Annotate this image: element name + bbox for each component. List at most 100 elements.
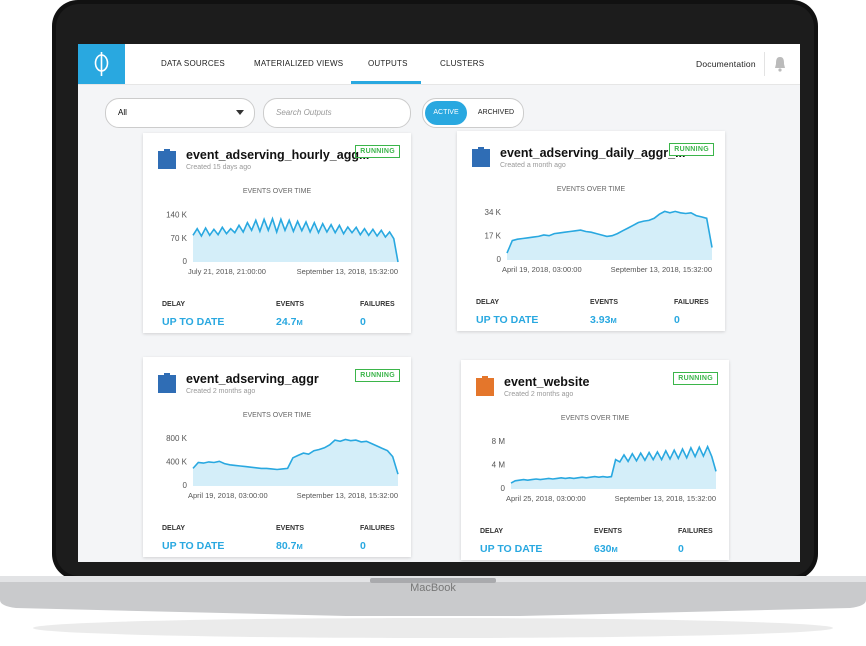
chart: 800 K 400 K 0 <box>166 434 399 489</box>
source-icon <box>472 147 490 167</box>
stat-label: FAILURES <box>678 528 713 535</box>
y-tick-label: 0 <box>183 481 188 489</box>
delay-value: UP TO DATE <box>162 316 225 328</box>
toggle-archived[interactable]: ARCHIVED <box>477 109 515 116</box>
chart: 34 K 17 K 0 <box>485 208 713 263</box>
stat-label: DELAY <box>162 525 186 532</box>
documentation-link[interactable]: Documentation <box>696 59 756 69</box>
bell-icon[interactable] <box>774 56 786 72</box>
area <box>193 439 398 486</box>
chart-title: EVENTS OVER TIME <box>242 412 312 419</box>
failures-value: 0 <box>678 543 684 555</box>
line <box>506 210 713 254</box>
icon-part <box>484 149 490 167</box>
icon-part <box>170 151 176 169</box>
icon-part <box>482 376 488 396</box>
failures-value: 0 <box>360 540 366 552</box>
output-name: event_adserving_daily_aggr_... <box>500 146 686 160</box>
source-icon <box>476 376 494 396</box>
y-tick-label: 0 <box>501 484 506 492</box>
x-end-label: September 13, 2018, 15:32:00 <box>610 265 712 274</box>
chart-title: EVENTS OVER TIME <box>556 186 626 193</box>
events-unit: M <box>610 316 617 325</box>
stat-label: FAILURES <box>674 299 709 306</box>
output-card: event_adserving_hourly_agg... Created 15 … <box>143 133 411 333</box>
chart-title: EVENTS OVER TIME <box>560 415 630 422</box>
chart: 140 K 70 K 0 <box>166 210 399 265</box>
created-date: Created 2 months ago <box>186 388 256 395</box>
events-value: 80.7M <box>276 540 303 552</box>
output-name: event_adserving_aggr <box>186 372 319 386</box>
select-value: All <box>118 108 127 117</box>
events-value: 3.93M <box>590 314 617 326</box>
logo[interactable] <box>78 44 125 84</box>
stat-label: EVENTS <box>594 528 623 535</box>
area <box>507 211 712 260</box>
y-tick-label: 400 K <box>166 458 188 467</box>
status-toggle: ACTIVE ARCHIVED <box>422 98 524 128</box>
y-tick-label: 0 <box>497 255 502 263</box>
failures-value: 0 <box>674 314 680 326</box>
events-number: 630 <box>594 543 612 555</box>
x-end-label: September 13, 2018, 15:32:00 <box>296 491 398 500</box>
output-name: event_website <box>504 375 590 389</box>
nav-item[interactable]: DATA SOURCES <box>161 59 225 68</box>
status-badge: RUNNING <box>355 369 400 382</box>
x-start-label: April 25, 2018, 03:00:00 <box>506 494 586 503</box>
divider <box>764 52 765 76</box>
created-date: Created a month ago <box>500 162 566 169</box>
stat-label: EVENTS <box>276 301 305 308</box>
y-tick-label: 4 M <box>492 461 506 470</box>
nav-bar: DATA SOURCES MATERIALIZED VIEWS OUTPUTS … <box>78 44 800 85</box>
search-input[interactable]: Search Outputs <box>263 98 411 128</box>
line <box>510 444 717 484</box>
icon-part <box>164 149 170 169</box>
events-unit: M <box>296 318 303 327</box>
created-date: Created 15 days ago <box>186 164 251 171</box>
events-number: 24.7 <box>276 316 297 328</box>
y-tick-label: 70 K <box>171 234 188 243</box>
stat-label: DELAY <box>480 528 504 535</box>
toggle-active[interactable]: ACTIVE <box>425 101 467 125</box>
created-date: Created 2 months ago <box>504 391 574 398</box>
status-badge: RUNNING <box>669 143 714 156</box>
stat-label: FAILURES <box>360 301 395 308</box>
status-badge: RUNNING <box>355 145 400 158</box>
icon-part <box>170 375 176 393</box>
icon-part <box>476 378 482 396</box>
y-tick-label: 34 K <box>485 208 502 217</box>
events-value: 630M <box>594 543 618 555</box>
output-card: event_adserving_aggr Created 2 months ago… <box>143 357 411 557</box>
delay-value: UP TO DATE <box>162 540 225 552</box>
icon-part <box>472 149 478 167</box>
line <box>192 216 399 263</box>
x-start-label: April 19, 2018, 03:00:00 <box>188 491 268 500</box>
nav-item[interactable]: CLUSTERS <box>440 59 485 68</box>
search-placeholder: Search Outputs <box>276 108 332 117</box>
events-value: 24.7M <box>276 316 303 328</box>
failures-value: 0 <box>360 316 366 328</box>
icon-part <box>164 373 170 393</box>
stat-label: EVENTS <box>590 299 619 306</box>
stat-label: DELAY <box>162 301 186 308</box>
nav-item[interactable]: OUTPUTS <box>368 59 408 68</box>
icon-part <box>158 151 164 169</box>
x-end-label: September 13, 2018, 15:32:00 <box>614 494 716 503</box>
delay-value: UP TO DATE <box>480 543 543 555</box>
events-number: 80.7 <box>276 540 297 552</box>
x-start-label: April 19, 2018, 03:00:00 <box>502 265 582 274</box>
select[interactable]: All <box>105 98 255 128</box>
y-tick-label: 140 K <box>166 210 188 219</box>
device-label: MacBook <box>410 582 456 594</box>
stat-label: EVENTS <box>276 525 305 532</box>
y-tick-label: 17 K <box>485 231 502 240</box>
chart: 8 M 4 M 0 <box>492 437 717 492</box>
nav-item[interactable]: MATERIALIZED VIEWS <box>254 59 344 68</box>
active-underline <box>351 81 421 84</box>
y-tick-label: 8 M <box>492 437 506 446</box>
output-name: event_adserving_hourly_agg... <box>186 148 370 162</box>
output-card: event_adserving_daily_aggr_... Created a … <box>457 131 725 331</box>
x-start-label: July 21, 2018, 21:00:00 <box>188 267 266 276</box>
events-number: 3.93 <box>590 314 611 326</box>
source-icon <box>158 149 176 169</box>
